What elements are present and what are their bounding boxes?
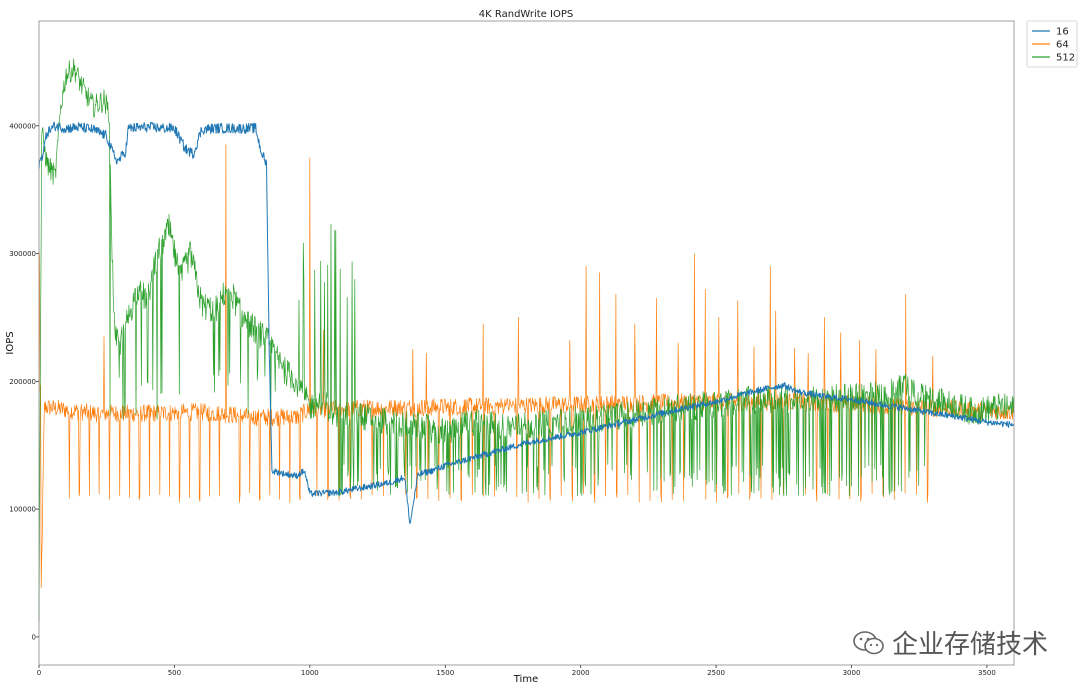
series-512-line — [38, 58, 1015, 623]
watermark: 企业存储技术 — [852, 624, 1048, 661]
y-tick-label: 100000 — [9, 506, 36, 514]
y-axis: 0 100000 200000 300000 400000 — [9, 122, 39, 641]
y-tick-label: 0 — [32, 633, 36, 641]
x-tick-label: 1000 — [301, 669, 319, 677]
series-layer — [38, 58, 1015, 623]
y-tick-label: 300000 — [9, 250, 36, 258]
x-tick-label: 3500 — [978, 669, 996, 677]
y-tick-label: 200000 — [9, 378, 36, 386]
y-tick-label: 400000 — [9, 122, 36, 130]
x-tick-label: 2500 — [707, 669, 725, 677]
legend-label-16: 16 — [1056, 27, 1069, 38]
y-axis-label: IOPS — [5, 331, 16, 354]
series-64-line — [38, 144, 1015, 589]
x-tick-label: 3000 — [843, 669, 861, 677]
x-tick-label: 500 — [168, 669, 181, 677]
series-16-line — [38, 121, 1015, 525]
watermark-text: 企业存储技术 — [891, 630, 1048, 660]
chart-title: 4K RandWrite IOPS — [479, 9, 573, 20]
legend-box — [1026, 20, 1078, 68]
legend-label-64: 64 — [1056, 40, 1069, 51]
x-axis-label: Time — [513, 674, 538, 685]
x-tick-label: 1500 — [436, 669, 454, 677]
plot-frame — [38, 20, 1015, 666]
x-axis: 0 500 1000 1500 2000 2500 3000 3500 — [37, 665, 996, 677]
wechat-icon — [853, 630, 884, 654]
plot-background — [39, 21, 1014, 665]
legend-label-512: 512 — [1056, 53, 1075, 64]
x-tick-label: 0 — [37, 669, 41, 677]
legend: 16 64 512 — [1026, 20, 1078, 68]
x-tick-label: 2000 — [572, 669, 590, 677]
